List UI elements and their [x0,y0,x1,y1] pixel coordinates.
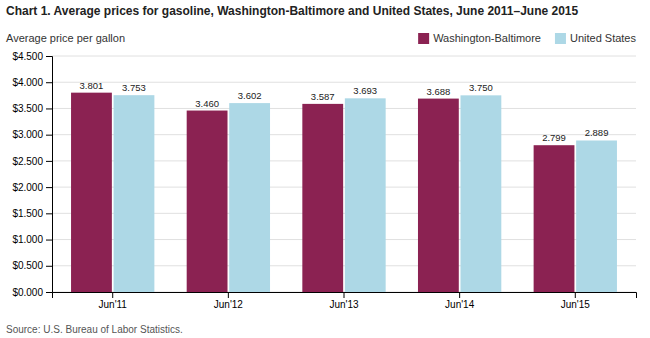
legend-label: Washington-Baltimore [433,32,541,44]
x-tick-mark [459,292,460,298]
x-tick-label: Jun'11 [99,299,128,310]
bar [534,145,575,292]
legend-label: United States [570,32,637,44]
chart: Chart 1. Average prices for gasoline, Wa… [0,0,650,338]
y-tick-mark [46,240,52,241]
y-tick: $2.000 [12,182,52,193]
y-tick: $4.000 [12,77,52,88]
y-tick-label: $4.000 [12,77,43,88]
grid [52,56,636,292]
x-tick: Jun'11 [99,292,128,310]
y-tick-mark [46,108,52,109]
x-tick-mark [575,292,576,298]
legend-swatch [555,33,566,44]
y-tick-label: $0.000 [12,287,43,298]
y-axis: $0.000 $0.500 $1.000 $1.500 $2.000 $2.500 $3.0… [12,51,52,298]
y-tick-mark [46,187,52,188]
x-axis: Jun'11 Jun'12 Jun'13 Jun'14 Jun'15 [53,292,637,310]
data-label: 3.602 [238,90,262,101]
series [71,93,574,292]
data-label: 2.889 [585,127,609,138]
y-tick: $2.500 [12,156,52,167]
y-tick-label: $3.500 [12,103,43,114]
y-tick-mark [46,135,52,136]
grid-line [52,56,636,57]
x-tick: Jun'15 [561,292,591,310]
bar [576,140,617,292]
x-tick-label: Jun'12 [214,299,244,310]
legend-swatch [418,33,429,44]
legend-item: Washington-Baltimore [418,32,541,44]
y-tick-mark [46,161,52,162]
series [114,95,617,292]
y-tick-label: $0.500 [12,260,43,271]
x-tick-label: Jun'13 [329,299,359,310]
title: Chart 1. Average prices for gasoline, Wa… [6,4,579,18]
data-label: 3.750 [469,82,493,93]
y-tick: $0.500 [12,260,52,271]
y-tick-mark [46,82,52,83]
bar [229,103,270,292]
source: Source: U.S. Bureau of Labor Statistics. [6,324,183,335]
bar [345,98,386,292]
data-label: 3.753 [122,82,146,93]
y-tick-mark [46,266,52,267]
y-tick: $3.500 [12,103,52,114]
y-tick: $3.000 [12,129,52,140]
y-tick: $0.000 [12,287,52,298]
bar [418,99,459,292]
y-tick-label: $3.000 [12,129,43,140]
data-label: 3.587 [311,91,335,102]
bar [460,95,501,292]
bar [187,111,228,292]
data-label: 2.799 [542,132,566,143]
data-label: 3.801 [80,80,104,91]
y-tick: $4.500 [12,51,52,62]
data-label: 3.688 [426,86,450,97]
bar [302,104,343,292]
x-tick-label: Jun'15 [561,299,591,310]
plot: $0.000 $0.500 $1.000 $1.500 $2.000 $2.500 $3.0… [12,51,636,310]
x-tick: Jun'14 [445,292,475,310]
x-tick-label: Jun'14 [445,299,475,310]
x-tick-mark [344,292,345,298]
y-axis-line [46,57,53,293]
legend-item: United States [555,32,637,44]
x-tick: Jun'13 [329,292,359,310]
x-axis-line [53,293,637,299]
bar [114,95,155,292]
bars [71,93,617,292]
data-label: 3.460 [195,98,219,109]
y-tick-label: $2.500 [12,156,43,167]
data-labels: 3.801 3.460 3.587 3.688 2.799 3.753 3.602 3.693… [80,80,609,144]
y-tick-mark [46,213,52,214]
legend: Washington-Baltimore United States [418,32,636,44]
y-tick-label: $2.000 [12,182,43,193]
y-tick-label: $1.500 [12,208,43,219]
x-tick-mark [112,292,113,298]
y-tick-label: $1.000 [12,234,43,245]
y-tick-label: $4.500 [12,51,43,62]
y-axis-label: Average price per gallon [6,32,125,44]
y-tick-mark [46,56,52,57]
bar [71,93,112,292]
y-tick: $1.500 [12,208,52,219]
x-tick-mark [228,292,229,298]
y-tick-mark [46,292,52,293]
y-tick: $1.000 [12,234,52,245]
x-tick: Jun'12 [214,292,244,310]
data-label: 3.693 [353,85,377,96]
